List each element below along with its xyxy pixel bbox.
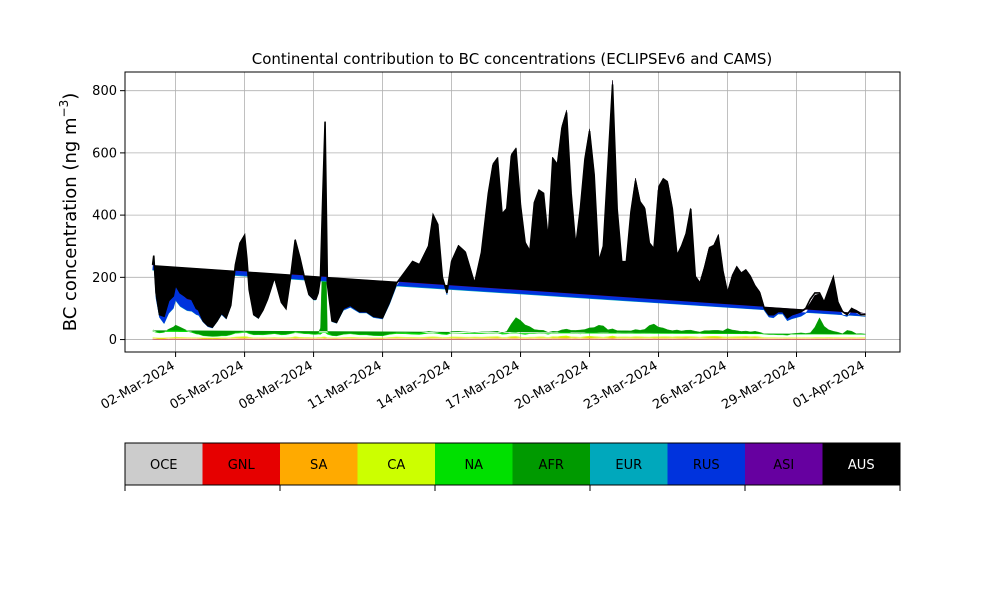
y-tick-label: 800 <box>92 84 117 99</box>
y-axis-ticks: 0 200 400 600 800 <box>92 84 125 348</box>
total-concentration-line <box>151 84 866 329</box>
stacked-areas <box>152 80 866 340</box>
legend-swatch-oce <box>125 443 203 485</box>
y-tick-label: 400 <box>92 209 117 224</box>
legend-frame <box>124 442 901 486</box>
legend-label-afr: AFR <box>539 458 564 473</box>
legend-label-sa: SA <box>310 458 327 473</box>
legend-label-eur: EUR <box>615 458 642 473</box>
plot-frame <box>124 71 901 353</box>
legend-label-oce: OCE <box>150 458 178 473</box>
chart-title: Continental contribution to BC concentra… <box>252 50 773 68</box>
legend-swatch-na <box>435 443 513 485</box>
y-axis-label: BC concentration (ng m−3) <box>57 93 81 332</box>
legend-label-asi: ASI <box>773 458 794 473</box>
legend-swatch-aus <box>822 443 900 485</box>
total-line <box>151 84 866 329</box>
legend-label-na: NA <box>464 458 483 473</box>
y-tick-label: 600 <box>92 146 117 161</box>
legend-swatch-asi <box>745 443 823 485</box>
legend-colorbar: OCE GNL SA CA NA AFR EUR RUS ASI AUS <box>124 442 901 491</box>
legend-swatch-ca <box>357 443 435 485</box>
area-series-sa <box>152 337 866 340</box>
legend-swatch-eur <box>590 443 668 485</box>
legend-label-aus: AUS <box>848 458 875 473</box>
legend-swatch-sa <box>280 443 358 485</box>
y-tick-label: 0 <box>109 333 117 348</box>
legend-swatch-gnl <box>202 443 280 485</box>
legend-swatch-afr <box>512 443 590 485</box>
area-series-ca <box>152 335 866 339</box>
legend-label-ca: CA <box>387 458 405 473</box>
area-series-afr <box>152 212 866 337</box>
legend-label-rus: RUS <box>693 458 720 473</box>
y-tick-label: 200 <box>92 271 117 286</box>
legend-label-gnl: GNL <box>228 458 256 473</box>
legend-swatch-rus <box>667 443 745 485</box>
